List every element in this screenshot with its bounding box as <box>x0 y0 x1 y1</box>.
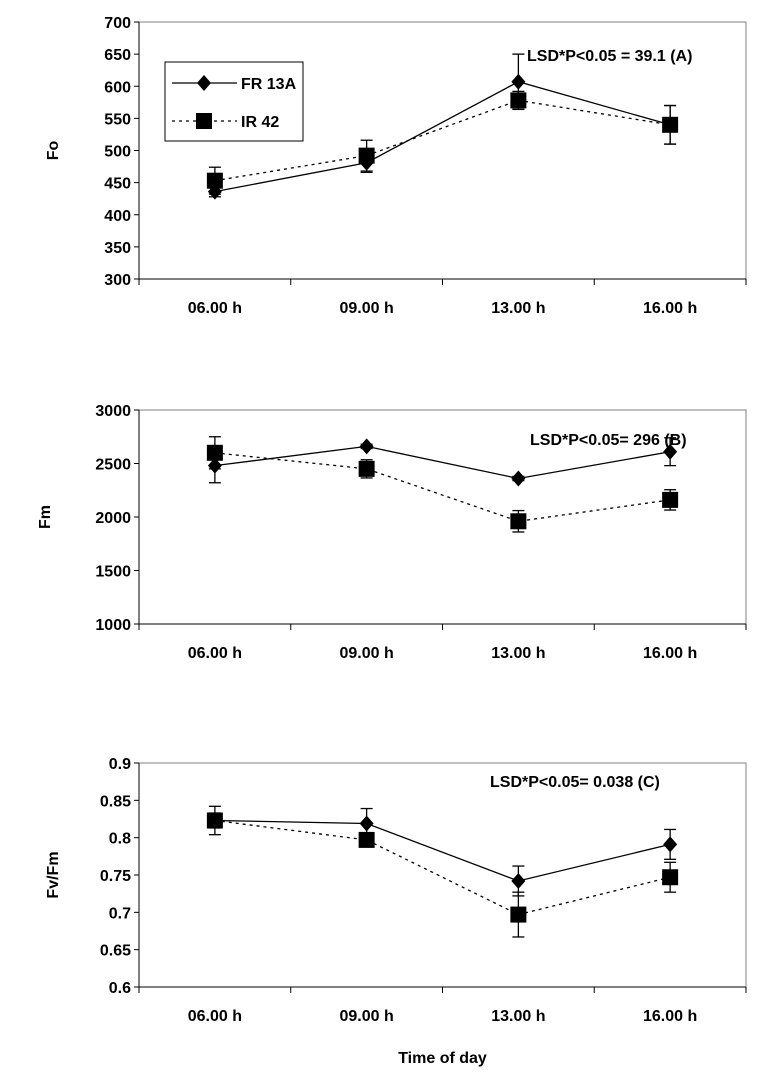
panel-b: 1000 1500 2000 2500 3000 06.00 h 09.00 h 13.00 … <box>37 403 747 662</box>
square-marker <box>510 92 527 109</box>
x-tick-label: 09.00 h <box>339 300 393 317</box>
diamond-marker <box>663 443 678 460</box>
diamond-marker <box>511 73 526 90</box>
diamond-marker <box>663 836 678 853</box>
square-marker <box>662 491 679 508</box>
panel-a: 300 350 400 450 500 550 600 650 700 06.00 h 09.00 … <box>45 15 747 317</box>
series-line <box>214 81 671 193</box>
y-tick-label: 650 <box>104 47 131 64</box>
y-axis-label: Fm <box>37 505 54 529</box>
y-tick-label: 0.8 <box>109 831 131 848</box>
x-tick-label: 06.00 h <box>188 300 242 317</box>
y-tick-label: 1000 <box>95 617 131 634</box>
square-marker <box>206 812 223 829</box>
diamond-marker <box>359 815 374 832</box>
x-tick-label: 13.00 h <box>491 645 545 662</box>
square-marker <box>510 513 527 530</box>
series-fr-13a <box>207 805 678 897</box>
diamond-marker <box>511 470 526 487</box>
series-line <box>214 819 671 882</box>
y-tick-label: 500 <box>104 144 131 161</box>
square-marker <box>662 869 679 886</box>
square-marker <box>206 172 223 189</box>
y-tick-label: 0.65 <box>100 943 131 960</box>
legend: FR 13A IR 42 <box>164 61 304 142</box>
x-axis-label: Time of day <box>398 1050 487 1067</box>
x-tick-label: 16.00 h <box>643 300 697 317</box>
legend-square-marker <box>196 113 212 129</box>
diamond-marker <box>511 872 526 889</box>
series-line <box>214 452 671 522</box>
x-tick-label: 09.00 h <box>339 645 393 662</box>
y-tick-label: 600 <box>104 79 131 96</box>
x-tick-label: 06.00 h <box>188 645 242 662</box>
y-tick-label: 0.85 <box>100 793 131 810</box>
lsd-annotation: LSD*P<0.05= 0.038 (C) <box>490 774 660 791</box>
square-marker <box>358 460 375 477</box>
square-marker <box>662 116 679 133</box>
x-tick-label: 13.00 h <box>491 300 545 317</box>
series-ir-42 <box>206 812 679 938</box>
x-tick-label: 16.00 h <box>643 645 697 662</box>
square-marker <box>358 831 375 848</box>
y-tick-label: 550 <box>104 111 131 128</box>
lsd-annotation: LSD*P<0.05= 296 (B) <box>530 432 687 449</box>
series-line <box>214 99 671 182</box>
x-tick-label: 13.00 h <box>491 1008 545 1025</box>
square-marker <box>510 906 527 923</box>
diamond-marker <box>359 438 374 455</box>
y-tick-label: 0.7 <box>109 905 131 922</box>
legend-box <box>164 61 304 142</box>
series-line <box>214 819 671 916</box>
x-tick-label: 06.00 h <box>188 1008 242 1025</box>
y-tick-label: 1500 <box>95 564 131 581</box>
y-tick-label: 0.6 <box>109 980 131 997</box>
y-axis-label: Fo <box>45 141 62 161</box>
legend-diamond-marker <box>197 75 211 91</box>
series-ir-42 <box>206 90 679 195</box>
y-tick-label: 0.9 <box>109 756 131 773</box>
y-tick-label: 400 <box>104 208 131 225</box>
square-marker <box>206 444 223 461</box>
y-tick-label: 700 <box>104 15 131 32</box>
x-tick-label: 16.00 h <box>643 1008 697 1025</box>
y-tick-label: 3000 <box>95 403 131 420</box>
legend-label: IR 42 <box>241 114 279 131</box>
series-ir-42 <box>206 436 679 533</box>
square-marker <box>358 147 375 164</box>
y-axis-label: Fv/Fm <box>45 851 62 898</box>
plot-area <box>138 762 747 988</box>
lsd-annotation: LSD*P<0.05 = 39.1 (A) <box>527 48 692 65</box>
x-tick-label: 09.00 h <box>339 1008 393 1025</box>
panel-c: 0.6 0.65 0.7 0.75 0.8 0.85 0.9 06.00 h 09.00 h 13… <box>45 756 747 1067</box>
y-tick-label: 350 <box>104 240 131 257</box>
y-tick-label: 300 <box>104 272 131 289</box>
y-tick-label: 2000 <box>95 510 131 527</box>
y-tick-label: 450 <box>104 176 131 193</box>
series-line <box>214 445 671 480</box>
y-tick-label: 0.75 <box>100 868 131 885</box>
y-tick-label: 2500 <box>95 457 131 474</box>
legend-label: FR 13A <box>241 76 297 93</box>
